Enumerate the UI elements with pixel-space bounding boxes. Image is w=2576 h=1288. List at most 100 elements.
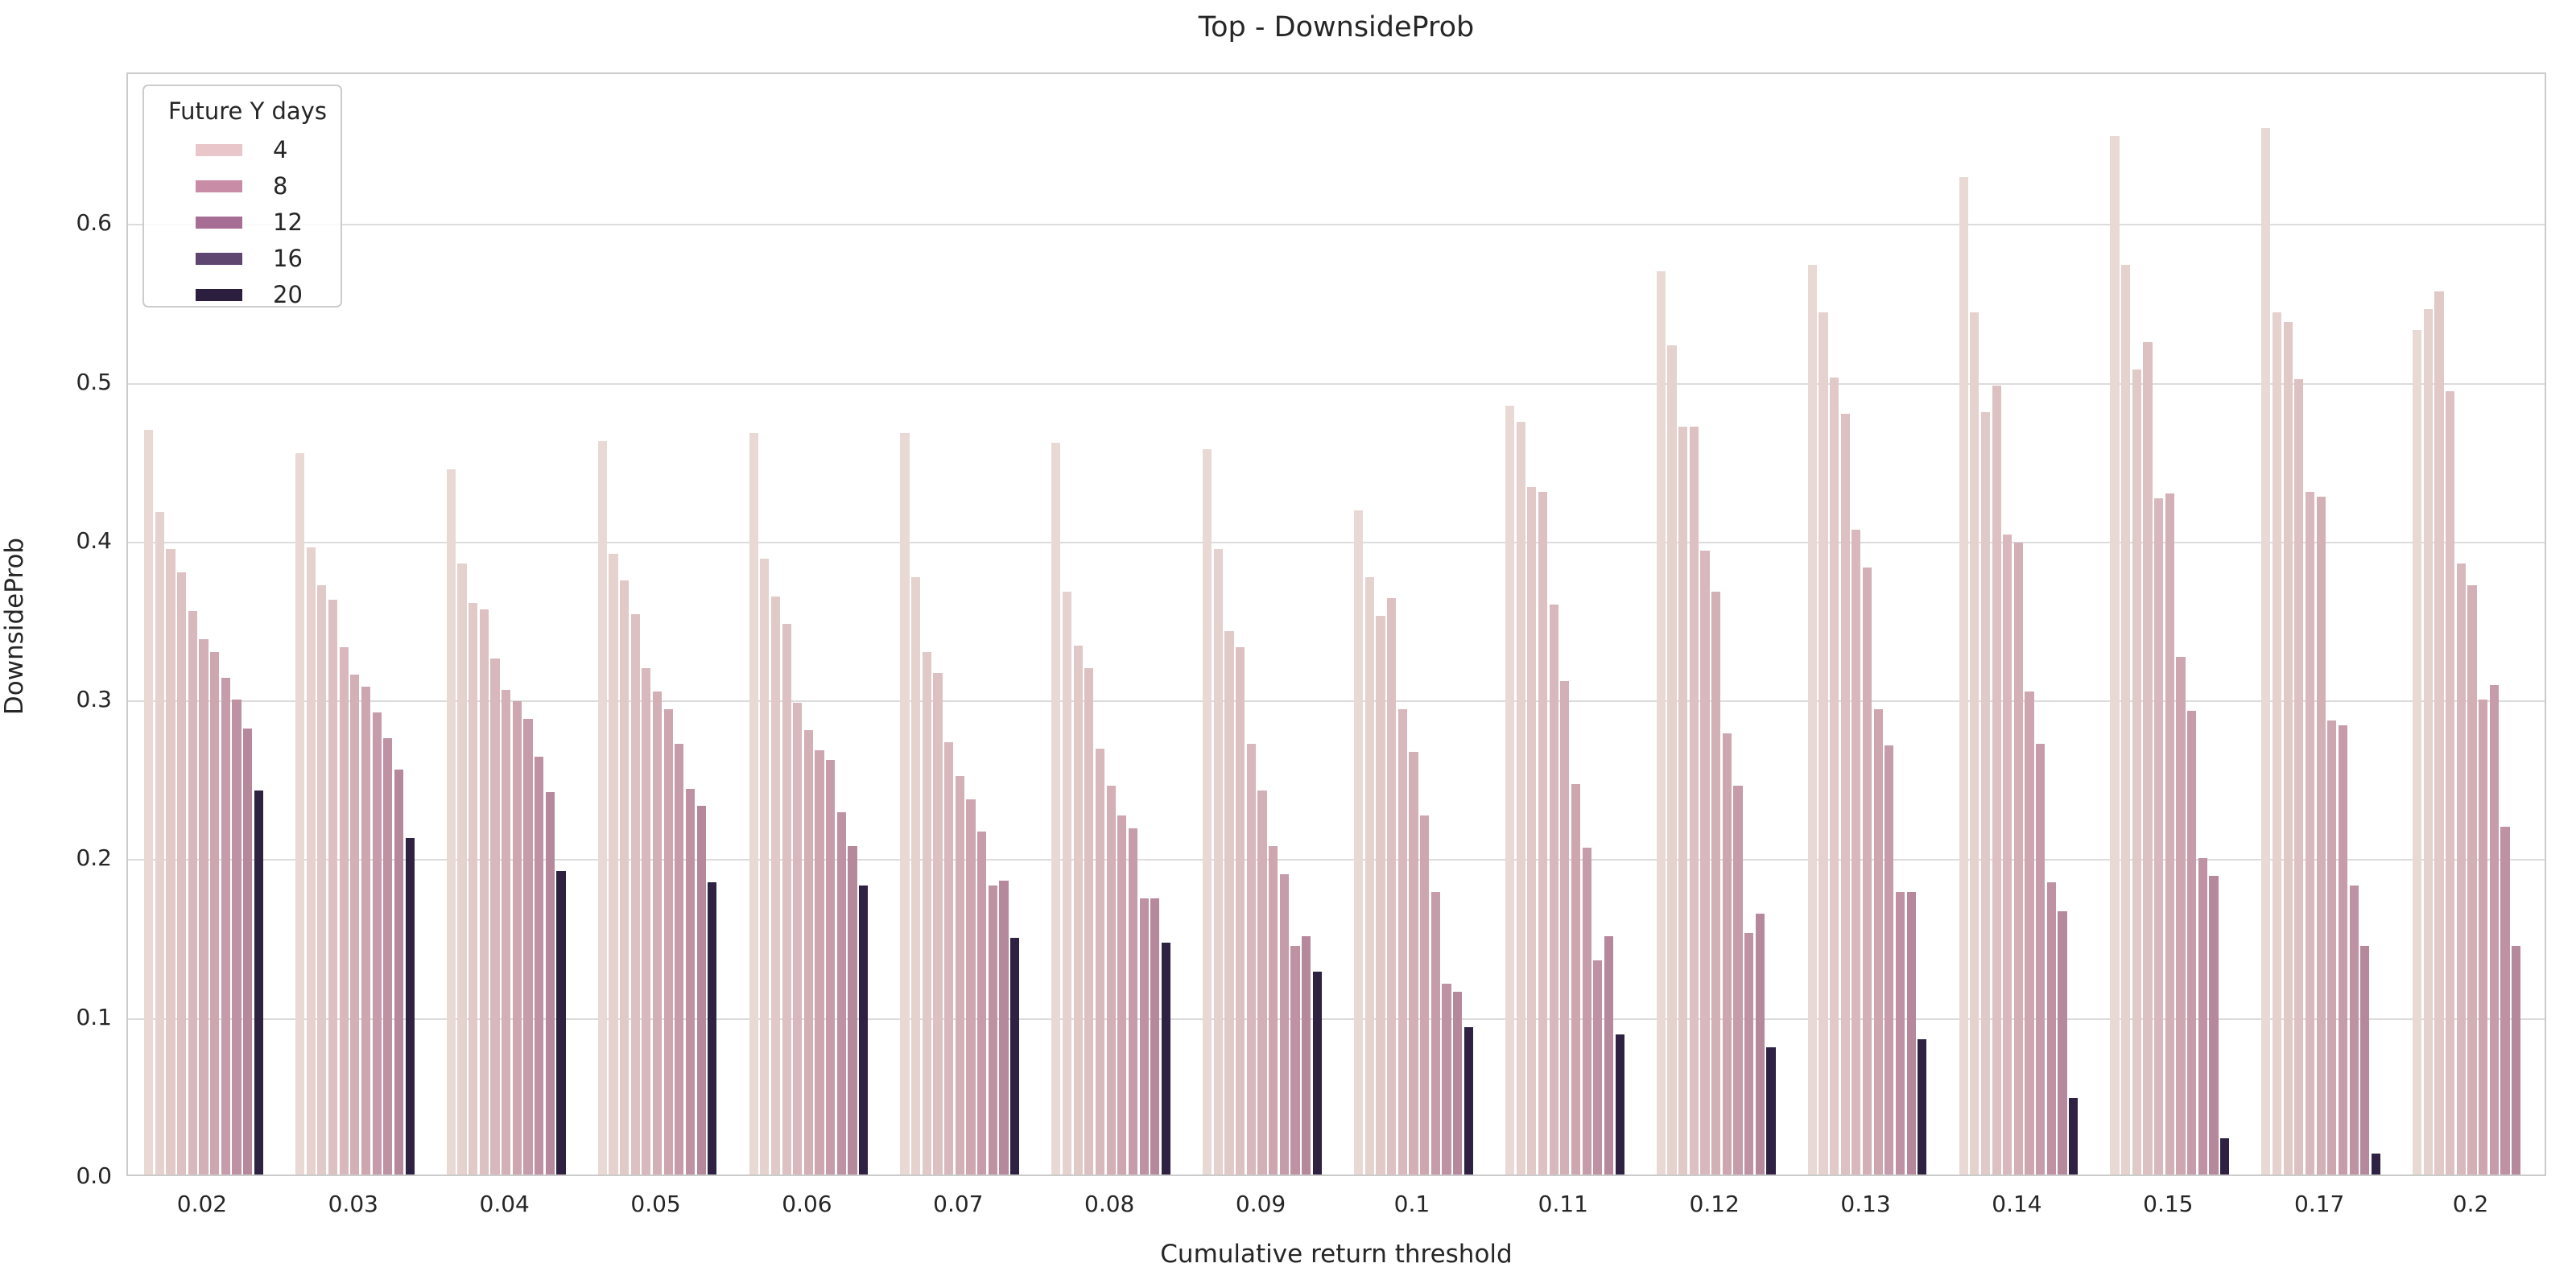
y-tick-label: 0.2: [76, 844, 112, 872]
bar-group0.11-hue6: [1560, 680, 1570, 1174]
bar-group0.06-hue4: [782, 623, 791, 1174]
bar-group0.13-hue11: [1918, 1039, 1927, 1174]
bar-group0.02-hue8: [221, 677, 230, 1174]
bar-group0.13-hue2: [1818, 312, 1828, 1174]
bar-group0.2-hue9: [2500, 827, 2510, 1174]
bar-group0.04-hue4: [479, 609, 489, 1174]
bar-group0.2-hue4: [2446, 391, 2455, 1174]
bar-group0.09-hue8: [1279, 874, 1289, 1174]
gridline-y-0.4: [128, 541, 2545, 543]
bar-group0.08-hue8: [1128, 828, 1138, 1174]
bar-group0.03-hue6: [350, 674, 360, 1174]
gridline-y-0.3: [128, 700, 2545, 703]
bar-group0.03-hue9: [383, 737, 393, 1174]
legend-label: 20: [273, 281, 303, 308]
bar-group0.02-hue5: [188, 610, 197, 1174]
bar-group0.03-hue5: [339, 647, 349, 1174]
bar-group0.12-hue10: [1755, 914, 1765, 1174]
plot-area: Future Y days 4 8 12 16 20: [126, 72, 2546, 1176]
bar-group0.11-hue7: [1571, 783, 1581, 1174]
bar-group0.14-hue1: [1959, 177, 1968, 1174]
bar-group0.11-hue1: [1505, 406, 1515, 1174]
bar-group0.17-hue2: [2272, 312, 2282, 1174]
bar-group0.09-hue1: [1203, 448, 1212, 1174]
bar-group0.03-hue1: [295, 453, 305, 1174]
legend-entry-12: 12: [144, 208, 341, 236]
bar-group0.1-hue11: [1463, 1026, 1473, 1174]
bar-group0.15-hue6: [2165, 493, 2174, 1174]
bar-group0.2-hue3: [2434, 291, 2444, 1174]
bar-group0.05-hue5: [642, 667, 651, 1174]
gridline-y-0.2: [128, 859, 2545, 861]
bar-group0.17-hue6: [2316, 496, 2326, 1174]
legend-label: 16: [273, 245, 303, 272]
bar-group0.15-hue4: [2143, 342, 2153, 1174]
x-tick-label: 0.13: [1840, 1191, 1891, 1217]
x-tick-label: 0.09: [1235, 1191, 1286, 1217]
bar-group0.11-hue9: [1593, 960, 1603, 1174]
x-tick-label: 0.02: [176, 1191, 228, 1217]
bar-group0.06-hue6: [803, 729, 814, 1174]
bar-group0.13-hue8: [1885, 745, 1894, 1174]
bar-group0.06-hue2: [760, 558, 770, 1174]
bar-group0.07-hue9: [988, 885, 997, 1174]
bar-group0.17-hue1: [2261, 128, 2271, 1174]
bar-group0.12-hue3: [1678, 426, 1688, 1174]
bar-group0.03-hue7: [361, 687, 371, 1174]
x-tick-label: 0.17: [2294, 1191, 2345, 1217]
bar-group0.11-hue4: [1538, 491, 1548, 1174]
bar-group0.04-hue3: [469, 602, 478, 1174]
bar-group0.06-hue9: [836, 812, 846, 1174]
bar-group0.1-hue7: [1419, 815, 1430, 1174]
bar-group0.08-hue9: [1139, 898, 1149, 1174]
bar-group0.04-hue5: [490, 658, 500, 1174]
bar-group0.03-hue4: [328, 599, 338, 1174]
bar-group0.14-hue7: [2025, 691, 2034, 1174]
bar-group0.05-hue9: [685, 788, 696, 1174]
bar-group0.17-hue3: [2283, 321, 2293, 1174]
bar-group0.13-hue7: [1873, 709, 1883, 1174]
bar-group0.05-hue10: [696, 806, 706, 1174]
x-axis-label: Cumulative return threshold: [1160, 1240, 1513, 1269]
bar-group0.12-hue5: [1700, 550, 1710, 1174]
bar-group0.04-hue10: [545, 791, 555, 1174]
bar-group0.17-hue5: [2305, 491, 2315, 1174]
bar-group0.12-hue2: [1667, 345, 1677, 1174]
bar-group0.2-hue7: [2479, 700, 2488, 1174]
bar-group0.1-hue4: [1387, 597, 1397, 1174]
bar-group0.09-hue2: [1213, 548, 1223, 1174]
x-tick-label: 0.08: [1084, 1191, 1135, 1217]
chart-title: Top - DownsideProb: [1198, 11, 1475, 43]
bar-group0.2-hue10: [2512, 945, 2521, 1174]
bar-group0.03-hue3: [317, 585, 327, 1174]
bar-group0.03-hue2: [306, 547, 316, 1174]
bar-group0.02-hue1: [144, 429, 154, 1174]
bar-group0.12-hue6: [1711, 592, 1721, 1174]
bar-group0.1-hue1: [1354, 510, 1364, 1174]
bar-group0.07-hue4: [933, 672, 943, 1174]
x-tick-label: 0.1: [1393, 1191, 1430, 1217]
legend-label: 12: [273, 208, 303, 236]
x-tick-label: 0.15: [2143, 1191, 2194, 1217]
bar-group0.17-hue11: [2371, 1154, 2381, 1174]
bar-group0.07-hue1: [900, 432, 910, 1174]
bar-group0.09-hue10: [1302, 936, 1311, 1174]
bar-group0.17-hue10: [2360, 945, 2370, 1174]
legend: Future Y days 4 8 12 16 20: [142, 85, 342, 308]
bar-group0.04-hue2: [457, 563, 467, 1174]
bar-group0.04-hue7: [512, 701, 522, 1174]
bar-group0.15-hue1: [2110, 135, 2120, 1174]
bar-group0.05-hue8: [675, 744, 684, 1174]
bar-group0.06-hue11: [859, 885, 869, 1174]
y-tick-label: 0.4: [76, 526, 112, 554]
gridline-y-0.5: [128, 382, 2545, 385]
legend-swatch-icon: [196, 253, 242, 265]
bar-group0.15-hue10: [2209, 876, 2219, 1174]
x-tick-label: 0.04: [479, 1191, 530, 1217]
bar-group0.11-hue5: [1549, 604, 1558, 1174]
bar-group0.12-hue4: [1689, 426, 1699, 1174]
bar-group0.2-hue2: [2423, 308, 2433, 1174]
bar-group0.13-hue1: [1807, 264, 1817, 1174]
bar-group0.17-hue7: [2327, 720, 2337, 1174]
